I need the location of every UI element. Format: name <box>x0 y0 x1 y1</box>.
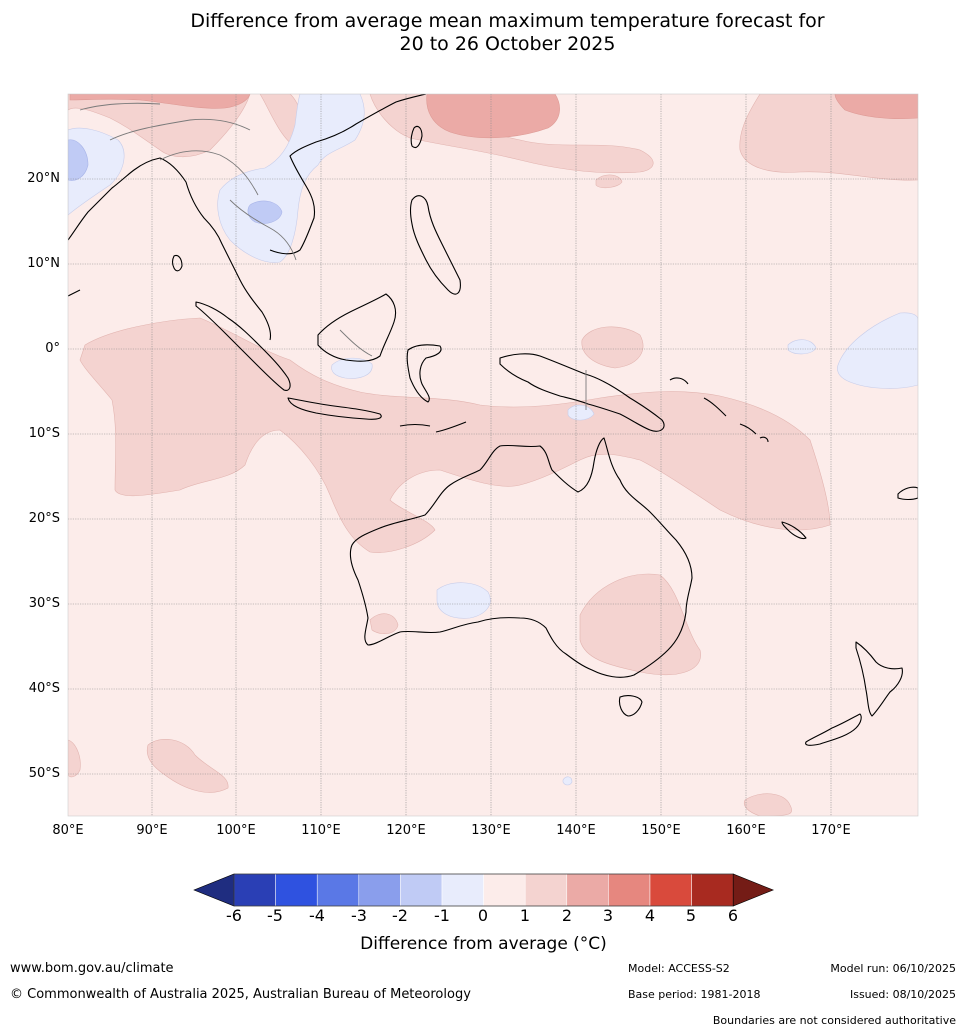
java-coastline <box>287 397 382 420</box>
anomaly-neg2-neg1-regions <box>68 139 283 224</box>
sumatra-coastline <box>195 301 291 391</box>
colorbar-extend-low <box>193 873 235 907</box>
website-link[interactable]: www.bom.gov.au/climate <box>10 961 174 976</box>
model-run-date: Model run: 06/10/2025 <box>830 962 956 975</box>
colorbar-segment <box>524 873 568 907</box>
colorbar-tick-6: 6 <box>727 906 739 925</box>
lat-label-20s: 20°S <box>28 511 60 526</box>
lat-label-0: 0° <box>45 341 60 356</box>
issued-date: Issued: 08/10/2025 <box>849 988 956 1001</box>
colorbar-segments <box>193 873 775 907</box>
map-title-line2: 20 to 26 October 2025 <box>399 33 616 55</box>
country-borders <box>79 102 587 410</box>
map-title-line1: Difference from average mean maximum tem… <box>190 10 825 32</box>
colorbar-tick-neg3: -3 <box>351 906 367 925</box>
tasmania-coastline <box>618 695 643 717</box>
australia-coastline <box>349 437 693 678</box>
new-guinea-coastline <box>499 353 665 432</box>
colorbar-title: Difference from average (°C) <box>360 934 607 954</box>
colorbar-outline <box>233 873 734 907</box>
colorbar-tick-1: 1 <box>519 906 531 925</box>
colorbar-tick-neg5: -5 <box>267 906 283 925</box>
sri-lanka-coastline <box>171 254 183 272</box>
colorbar-tick-neg6: -6 <box>226 906 242 925</box>
lon-label-160e: 160°E <box>726 823 766 838</box>
lon-label-100e: 100°E <box>216 823 256 838</box>
colorbar-tick-5: 5 <box>685 906 697 925</box>
colorbar-segment <box>566 873 609 907</box>
colorbar-tick-neg1: -1 <box>434 906 450 925</box>
lon-label-130e: 130°E <box>471 823 511 838</box>
lat-label-30s: 30°S <box>28 596 60 611</box>
lat-label-50s: 50°S <box>28 766 60 781</box>
colorbar-segment <box>275 873 318 907</box>
lat-label-40s: 40°S <box>28 681 60 696</box>
lon-label-140e: 140°E <box>556 823 596 838</box>
colorbar-segment <box>691 873 734 907</box>
colorbar-segment <box>441 873 484 907</box>
colorbar-segment <box>649 873 692 907</box>
colorbar-extend-high <box>732 873 775 907</box>
lat-label-10s: 10°S <box>28 426 60 441</box>
colorbar-segment <box>358 873 401 907</box>
lon-label-150e: 150°E <box>641 823 681 838</box>
colorbar-segment <box>233 873 276 907</box>
colorbar-tick-4: 4 <box>644 906 656 925</box>
taiwan-coastline <box>410 125 423 149</box>
colorbar-segment <box>483 873 526 907</box>
colorbar-tick-2: 2 <box>561 906 573 925</box>
colorbar-tick-0: 0 <box>477 906 489 925</box>
asia-mainland-coastline <box>68 94 427 341</box>
melanesia-islands-coastline <box>669 377 769 443</box>
boundaries-disclaimer: Boundaries are not considered authoritat… <box>712 1014 956 1027</box>
new-zealand-north-coastline <box>855 641 903 717</box>
colorbar-tick-neg2: -2 <box>392 906 408 925</box>
colorbar-tick-3: 3 <box>602 906 614 925</box>
colorbar-segment <box>400 873 443 907</box>
lon-label-120e: 120°E <box>386 823 426 838</box>
base-period: Base period: 1981-2018 <box>628 988 761 1001</box>
philippines-coastline <box>409 195 461 295</box>
map-frame <box>67 93 919 817</box>
fiji-coastline <box>897 486 918 501</box>
lat-label-20n: 20°N <box>27 171 60 186</box>
new-caledonia-coastline <box>781 521 807 540</box>
colorbar-segment <box>316 873 360 907</box>
anomaly-2-3-regions <box>69 94 918 139</box>
lon-label-170e: 170°E <box>811 823 851 838</box>
coastlines <box>68 94 918 746</box>
lat-label-10n: 10°N <box>27 256 60 271</box>
copyright-text: © Commonwealth of Australia 2025, Austra… <box>10 987 471 1002</box>
colorbar-tick-neg4: -4 <box>309 906 325 925</box>
new-zealand-south-coastline <box>805 713 862 746</box>
sulawesi-coastline <box>406 344 442 403</box>
lon-label-110e: 110°E <box>301 823 341 838</box>
lesser-sunda-coastline <box>399 421 467 433</box>
borneo-coastline <box>317 293 397 362</box>
lon-label-90e: 90°E <box>136 823 168 838</box>
model-name: Model: ACCESS-S2 <box>628 962 730 975</box>
colorbar-segment <box>608 873 651 907</box>
map-title: Difference from average mean maximum tem… <box>0 10 965 56</box>
lon-label-80e: 80°E <box>52 823 84 838</box>
